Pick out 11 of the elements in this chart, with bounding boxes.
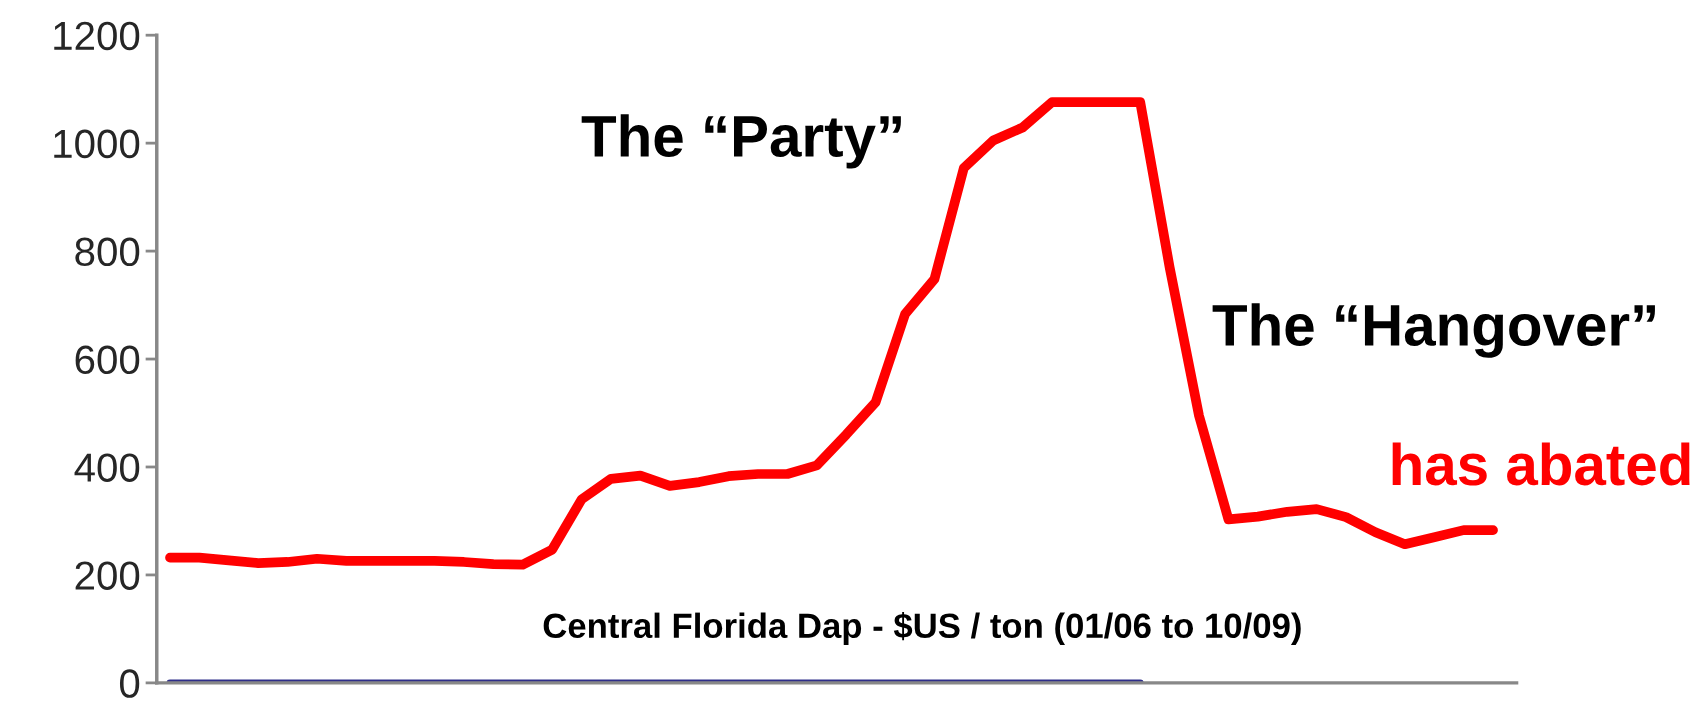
- y-tick-label: 200: [75, 561, 140, 590]
- annotation: Central Florida Dap - $US / ton (01/06 to 10/09): [543, 611, 1301, 645]
- annotation: The “Hangover”: [1212, 303, 1655, 358]
- y-tick-label: 800: [75, 237, 140, 267]
- y-tick-label: 1200: [54, 21, 140, 51]
- y-tick-label: 1000: [54, 129, 140, 159]
- annotation: The “Party”: [581, 114, 901, 169]
- annotation: has abated: [1392, 442, 1690, 486]
- y-tick-label: 0: [119, 669, 140, 698]
- y-tick-label: 600: [75, 345, 140, 375]
- y-tick-label: 400: [74, 453, 140, 482]
